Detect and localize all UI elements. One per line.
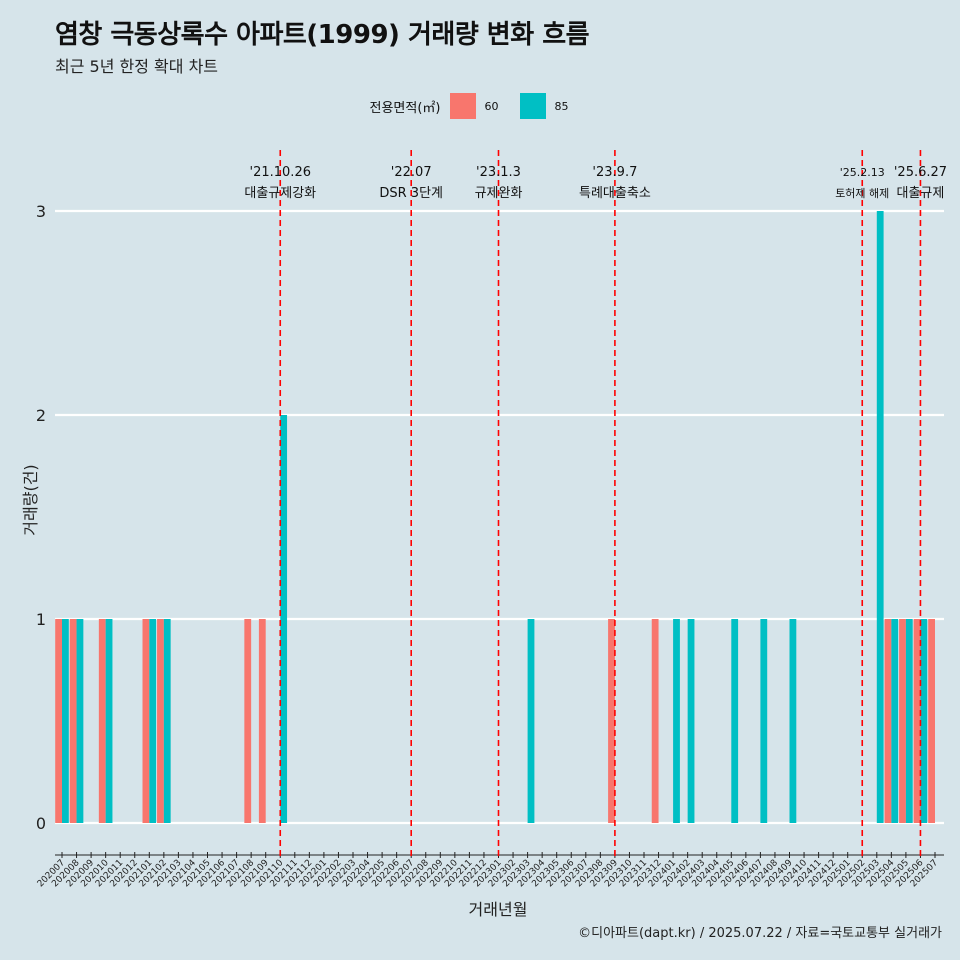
bar-85-202407 — [760, 619, 768, 823]
y-tick-label-0: 0 — [36, 814, 46, 833]
x-axis-title: 거래년월 — [469, 900, 528, 919]
bar-60-202007 — [55, 619, 62, 823]
bar-85-202007 — [62, 619, 69, 823]
chart-subtitle: 최근 5년 한정 확대 차트 — [55, 57, 219, 76]
bar-60-202010 — [98, 619, 106, 823]
bar-85-202102 — [163, 619, 171, 823]
chart-title: 염창 극동상록수 아파트(1999) 거래량 변화 흐름 — [55, 20, 590, 50]
bar-85-202504 — [891, 619, 899, 823]
bar-85-202505 — [905, 619, 913, 823]
legend: 전용면적(㎡) 60 85 — [0, 93, 960, 119]
event-date-202502: '25.2.13 — [840, 166, 885, 179]
event-date-202110: '21.10.26 — [250, 165, 311, 180]
bar-60-202505 — [899, 619, 906, 823]
y-tick-label-3: 3 — [36, 202, 46, 221]
bar-60-202108 — [244, 619, 252, 823]
event-date-202506: '25.6.27 — [894, 165, 947, 180]
bar-85-202110 — [280, 415, 288, 823]
event-label-202309: 특례대출축소 — [579, 186, 651, 201]
legend-label-60: 60 — [484, 99, 499, 113]
bar-85-202402 — [687, 619, 695, 823]
bar-60-202101 — [142, 619, 150, 823]
bar-60-202504 — [884, 619, 892, 823]
y-axis-title: 거래량(건) — [21, 464, 40, 535]
bar-85-202101 — [149, 619, 157, 823]
bar-60-202109 — [258, 619, 266, 823]
legend-key-60 — [450, 93, 477, 119]
bar-60-202312 — [651, 619, 659, 823]
bar-85-202506 — [920, 619, 928, 823]
bar-60-202507 — [928, 619, 935, 823]
event-date-202309: '23.9.7 — [592, 165, 637, 180]
event-label-202207: DSR 3단계 — [379, 186, 443, 201]
legend-key-85 — [520, 93, 547, 119]
y-tick-label-2: 2 — [36, 406, 46, 425]
bar-60-202008 — [69, 619, 77, 823]
legend-label-85: 85 — [554, 99, 569, 113]
event-label-202301: 규제완화 — [475, 186, 523, 201]
bar-60-202506 — [913, 619, 921, 823]
caption: ©디아파트(dapt.kr) / 2025.07.22 / 자료=국토교통부 실… — [578, 926, 942, 941]
bar-85-202409 — [789, 619, 797, 823]
legend-title: 전용면적(㎡) — [369, 100, 441, 116]
event-label-202502: 토허제 해제 — [835, 186, 889, 200]
event-label-202110: 대출규제강화 — [244, 186, 316, 201]
y-tick-label-1: 1 — [36, 610, 46, 629]
bar-85-202303 — [527, 619, 535, 823]
bar-85-202008 — [76, 619, 84, 823]
event-date-202207: '22.07 — [391, 165, 432, 180]
bar-85-202405 — [731, 619, 739, 823]
bar-85-202401 — [673, 619, 680, 823]
bar-60-202309 — [608, 619, 615, 823]
bar-60-202102 — [157, 619, 164, 823]
bar-85-202010 — [105, 619, 113, 823]
bar-85-202503 — [876, 211, 884, 823]
event-label-202506: 대출규제 — [897, 186, 945, 201]
event-date-202301: '23.1.3 — [476, 165, 521, 180]
